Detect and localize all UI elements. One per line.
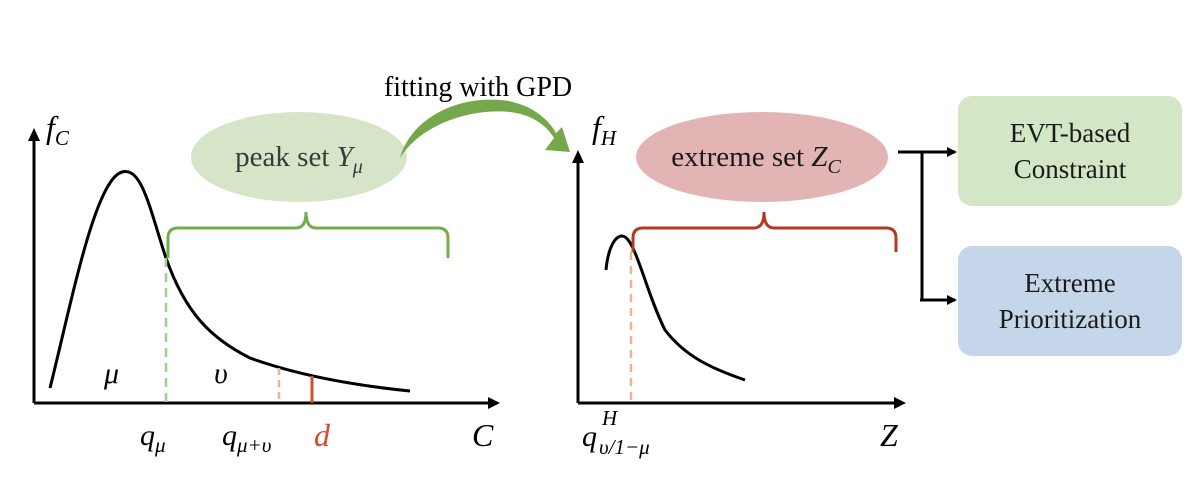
right-density-curve: [604, 234, 746, 382]
left-x-axis-label: C: [472, 417, 494, 453]
right-y-axis-arrowhead: [572, 150, 584, 163]
extreme-prioritization-box: Extreme Prioritization: [958, 246, 1182, 356]
right-x-axis-label: Z: [880, 417, 899, 453]
left-y-axis-arrowhead: [28, 128, 40, 141]
q-h-tick-base: q: [582, 420, 597, 453]
peak-set: peak set Yμ: [191, 112, 407, 202]
peak-set-ellipse: [191, 112, 407, 202]
right-plot: fH Z q H υ/1−μ: [572, 109, 906, 459]
connector-arrows: [898, 147, 957, 305]
left-plot: fC C μ υ qμ qμ+υ d: [28, 109, 500, 457]
evt-constraint-line1: EVT-based: [1009, 117, 1131, 148]
region-v-label: υ: [214, 357, 228, 390]
d-tick-label: d: [314, 417, 331, 453]
extreme-set-brace: [631, 211, 898, 252]
fitting-arrow-label: fitting with GPD: [384, 72, 572, 103]
extreme-set-label: extreme set ZC: [671, 141, 841, 178]
left-density-curve: [48, 170, 411, 393]
q-mu-v-tick-label: qμ+υ: [222, 419, 271, 457]
left-y-axis-label: fC: [46, 109, 70, 150]
region-mu-label: μ: [103, 357, 119, 390]
right-y-axis-label: fH: [592, 109, 618, 150]
peak-set-label: peak set Yμ: [235, 141, 363, 178]
q-h-tick-sup: H: [601, 406, 619, 430]
extreme-prioritization-line2: Prioritization: [998, 304, 1142, 334]
left-x-axis-arrowhead: [488, 397, 500, 409]
extreme-set: extreme set ZC: [636, 112, 888, 202]
extreme-prioritization-line1: Extreme: [1024, 267, 1116, 298]
evt-constraint-line2: Constraint: [1013, 154, 1127, 184]
q-mu-tick-label: qμ: [140, 419, 166, 457]
fitting-arrow-body: [400, 99, 570, 158]
evt-constraint-box: EVT-based Constraint: [958, 96, 1182, 206]
peak-set-brace: [166, 211, 450, 258]
fitting-arrow: fitting with GPD: [384, 72, 572, 158]
q-h-tick-sub: υ/1−μ: [599, 435, 650, 459]
extreme-set-ellipse: [636, 112, 888, 202]
right-x-axis-arrowhead: [894, 397, 906, 409]
